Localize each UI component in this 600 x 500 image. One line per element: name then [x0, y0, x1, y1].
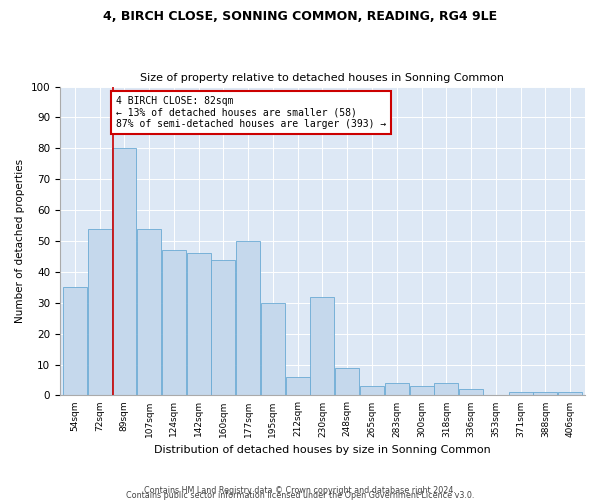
Text: Contains public sector information licensed under the Open Government Licence v3: Contains public sector information licen…: [126, 491, 474, 500]
Bar: [286, 377, 310, 396]
Bar: [533, 392, 557, 396]
Bar: [187, 254, 211, 396]
Bar: [335, 368, 359, 396]
Bar: [509, 392, 533, 396]
Bar: [360, 386, 384, 396]
Bar: [236, 241, 260, 396]
Bar: [137, 228, 161, 396]
Bar: [261, 303, 285, 396]
X-axis label: Distribution of detached houses by size in Sonning Common: Distribution of detached houses by size …: [154, 445, 491, 455]
Title: Size of property relative to detached houses in Sonning Common: Size of property relative to detached ho…: [140, 73, 505, 83]
Text: Contains HM Land Registry data © Crown copyright and database right 2024.: Contains HM Land Registry data © Crown c…: [144, 486, 456, 495]
Bar: [310, 296, 334, 396]
Bar: [410, 386, 434, 396]
Bar: [162, 250, 186, 396]
Text: 4, BIRCH CLOSE, SONNING COMMON, READING, RG4 9LE: 4, BIRCH CLOSE, SONNING COMMON, READING,…: [103, 10, 497, 23]
Bar: [63, 288, 87, 396]
Bar: [459, 390, 483, 396]
Bar: [112, 148, 136, 396]
Bar: [88, 228, 112, 396]
Bar: [211, 260, 235, 396]
Bar: [558, 392, 582, 396]
Bar: [434, 383, 458, 396]
Bar: [385, 383, 409, 396]
Y-axis label: Number of detached properties: Number of detached properties: [15, 159, 25, 323]
Text: 4 BIRCH CLOSE: 82sqm
← 13% of detached houses are smaller (58)
87% of semi-detac: 4 BIRCH CLOSE: 82sqm ← 13% of detached h…: [116, 96, 386, 129]
